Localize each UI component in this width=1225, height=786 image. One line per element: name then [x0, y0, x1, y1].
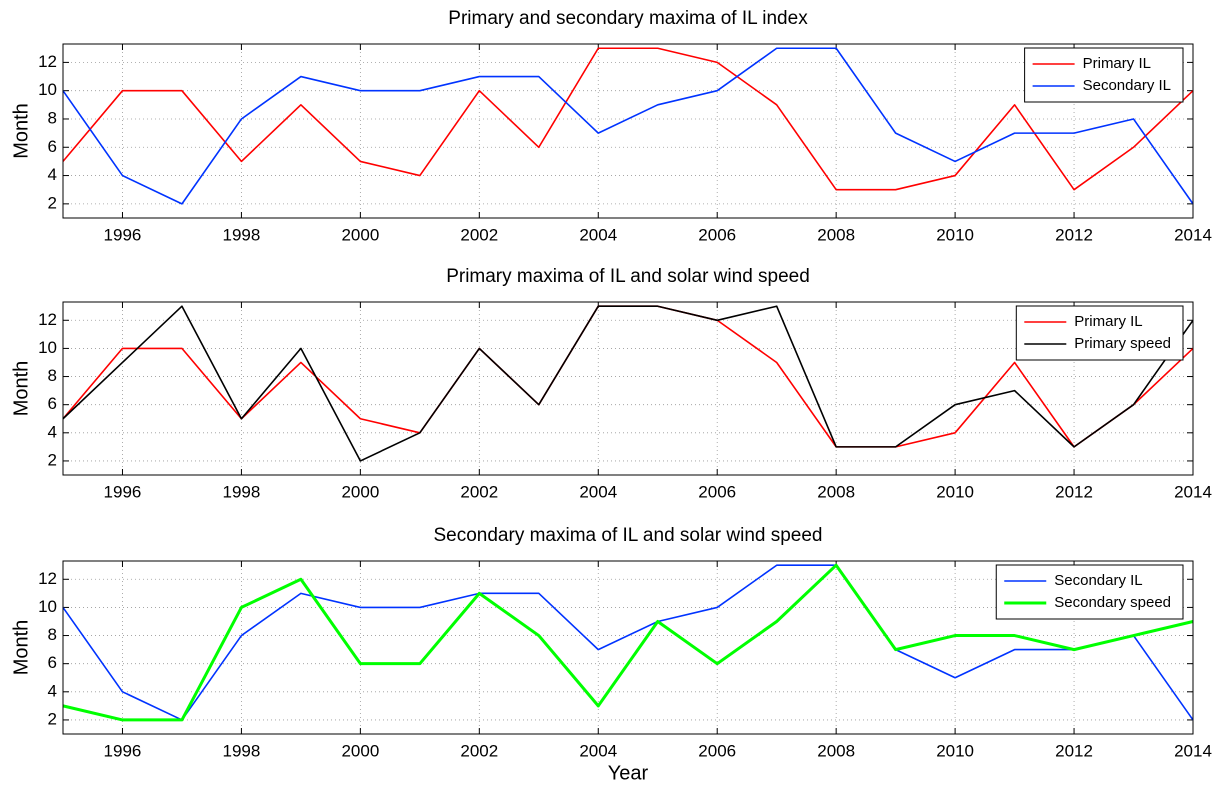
x-tick-label: 2014 — [1174, 482, 1212, 501]
series-line — [62, 563, 1194, 722]
y-tick-label: 8 — [48, 366, 57, 385]
x-tick-label: 2008 — [817, 482, 855, 501]
x-tick-label: 1996 — [104, 741, 142, 760]
x-axis-label: Year — [608, 762, 649, 784]
x-tick-label: 2010 — [936, 741, 974, 760]
legend-box — [995, 564, 1184, 620]
x-tick-label: 2002 — [460, 741, 498, 760]
legend-label: Secondary speed — [1054, 594, 1171, 611]
x-tick-label: 1998 — [223, 225, 261, 244]
y-tick-label: 8 — [48, 108, 57, 127]
x-tick-label: 2010 — [936, 482, 974, 501]
x-tick-label: 2002 — [460, 225, 498, 244]
y-tick-label: 10 — [38, 80, 57, 99]
legend-box — [1024, 47, 1184, 103]
chart-title: Primary and secondary maxima of IL index — [448, 8, 808, 29]
y-tick-label: 6 — [48, 137, 57, 156]
y-axis-label: Month — [10, 361, 32, 417]
legend: Secondary IL Secondary speed — [995, 564, 1184, 620]
x-tick-label: 2014 — [1174, 741, 1212, 760]
plot-frame — [62, 560, 1194, 735]
x-tick-label: 2004 — [579, 482, 617, 501]
x-tick-label: 1996 — [104, 225, 142, 244]
y-tick-label: 12 — [38, 569, 57, 588]
x-tick-label: 2000 — [341, 482, 379, 501]
legend: Primary IL Primary speed — [1015, 305, 1184, 361]
x-tick-label: 1996 — [104, 482, 142, 501]
y-tick-label: 12 — [38, 52, 57, 71]
x-tick-label: 2000 — [341, 225, 379, 244]
x-tick-label: 2004 — [579, 741, 617, 760]
x-tick-label: 2004 — [579, 225, 617, 244]
x-tick-label: 2006 — [698, 225, 736, 244]
x-tick-label: 1998 — [223, 482, 261, 501]
y-tick-label: 6 — [48, 394, 57, 413]
y-tick-label: 10 — [38, 338, 57, 357]
y-tick-label: 8 — [48, 625, 57, 644]
y-tick-label: 2 — [48, 193, 57, 212]
y-tick-label: 4 — [48, 681, 57, 700]
legend-label: Primary IL — [1074, 313, 1142, 330]
x-tick-label: 2008 — [817, 225, 855, 244]
chart-title: Primary maxima of IL and solar wind spee… — [446, 266, 810, 287]
x-tick-label: 2012 — [1055, 225, 1093, 244]
y-tick-label: 4 — [48, 165, 57, 184]
y-tick-label: 12 — [38, 310, 57, 329]
x-tick-label: 2012 — [1055, 482, 1093, 501]
series-line — [62, 564, 1194, 721]
plot-frame — [62, 301, 1194, 476]
x-tick-label: 2002 — [460, 482, 498, 501]
x-tick-label: 2006 — [698, 741, 736, 760]
subplot: Primary and secondary maxima of IL index… — [10, 8, 1212, 244]
series-line — [62, 47, 1194, 205]
x-tick-label: 2008 — [817, 741, 855, 760]
legend-box — [1015, 305, 1184, 361]
y-axis-label: Month — [10, 103, 32, 159]
x-tick-label: 2014 — [1174, 225, 1212, 244]
y-tick-label: 2 — [48, 450, 57, 469]
legend: Primary IL Secondary IL — [1024, 47, 1184, 103]
plot-frame — [62, 43, 1194, 219]
x-tick-label: 2012 — [1055, 741, 1093, 760]
legend-label: Secondary IL — [1083, 77, 1171, 94]
y-axis-label: Month — [10, 620, 32, 676]
chart-title: Secondary maxima of IL and solar wind sp… — [433, 525, 822, 546]
x-tick-label: 2010 — [936, 225, 974, 244]
y-tick-label: 2 — [48, 709, 57, 728]
x-tick-label: 2006 — [698, 482, 736, 501]
legend-label: Secondary IL — [1054, 572, 1142, 589]
legend-label: Primary IL — [1083, 55, 1151, 72]
subplot: Secondary maxima of IL and solar wind sp… — [10, 525, 1212, 784]
y-tick-label: 6 — [48, 653, 57, 672]
x-tick-label: 2000 — [341, 741, 379, 760]
series-line — [62, 305, 1194, 462]
series-line — [62, 47, 1194, 191]
y-tick-label: 4 — [48, 422, 57, 441]
y-tick-label: 10 — [38, 597, 57, 616]
subplot: Primary maxima of IL and solar wind spee… — [10, 266, 1212, 501]
legend-label: Primary speed — [1074, 335, 1171, 352]
x-tick-label: 1998 — [223, 741, 261, 760]
